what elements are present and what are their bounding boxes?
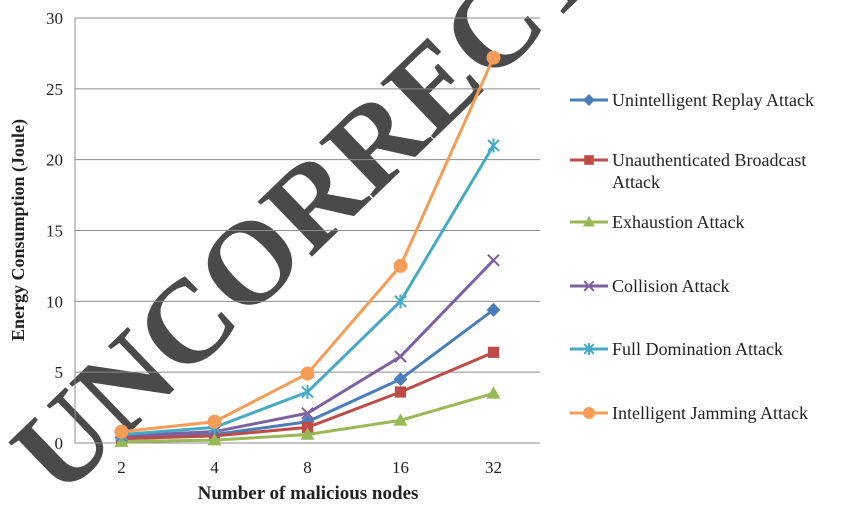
marker (487, 138, 500, 153)
legend-label: Exhaustion Attack (612, 212, 745, 232)
marker (301, 406, 314, 420)
marker-shape (394, 386, 407, 398)
y-tick-label: 10 (46, 292, 63, 311)
marker-shape (583, 216, 595, 227)
legend-marker (583, 94, 595, 106)
marker-shape (300, 366, 315, 381)
marker-shape (584, 155, 594, 165)
marker (393, 413, 408, 426)
marker (486, 302, 501, 317)
legend-marker (583, 343, 595, 355)
marker (486, 386, 501, 399)
marker (393, 372, 408, 387)
marker-shape (301, 421, 314, 434)
legend-label: Collision Attack (612, 276, 730, 296)
y-tick-label: 20 (46, 151, 63, 170)
legend-marker (583, 216, 595, 227)
x-tick-label: 2 (117, 458, 126, 477)
y-tick-label: 0 (55, 434, 64, 453)
x-axis-title: Number of malicious nodes (198, 483, 419, 504)
marker-shape (393, 413, 408, 426)
marker (393, 258, 408, 273)
marker (394, 350, 407, 363)
marker (487, 253, 500, 267)
legend-marker (584, 155, 594, 165)
legend-label: Unauthenticated Broadcast Attack (612, 150, 807, 192)
marker-shape (114, 424, 129, 439)
y-tick-label: 30 (46, 9, 63, 28)
marker-shape (207, 414, 222, 429)
marker (114, 424, 129, 439)
marker-shape (300, 427, 315, 440)
marker-shape (583, 94, 595, 106)
marker (486, 50, 501, 65)
marker-shape (487, 253, 500, 267)
x-tick-label: 4 (210, 458, 219, 477)
marker-shape (394, 294, 407, 309)
legend-marker (583, 407, 595, 419)
y-axis-title: Energy Consumption (Joule) (8, 119, 29, 341)
marker-shape (487, 138, 500, 153)
marker-shape (487, 346, 500, 358)
marker-shape (583, 407, 595, 419)
marker-shape (301, 385, 314, 399)
legend-label: Full Domination Attack (612, 339, 783, 359)
marker (300, 427, 315, 440)
legend-label: Unintelligent Replay Attack (612, 90, 814, 110)
y-tick-label: 25 (46, 80, 63, 99)
marker-shape (583, 280, 595, 292)
marker-shape (486, 302, 501, 317)
watermark: UNCORRECTED (0, 0, 743, 516)
marker-shape (393, 258, 408, 273)
marker-shape (486, 386, 501, 399)
y-tick-label: 5 (55, 363, 64, 382)
marker (207, 433, 222, 446)
marker-shape (393, 372, 408, 387)
y-tick-label: 15 (46, 222, 63, 241)
marker (207, 414, 222, 429)
marker-shape (301, 406, 314, 420)
marker-shape (207, 433, 222, 446)
x-tick-label: 16 (392, 458, 409, 477)
marker-shape (486, 50, 501, 65)
marker (301, 421, 314, 434)
marker (300, 366, 315, 381)
marker (394, 386, 407, 398)
x-tick-label: 8 (303, 458, 312, 477)
marker (487, 346, 500, 358)
marker (301, 385, 314, 399)
marker-shape (394, 350, 407, 363)
marker (394, 294, 407, 309)
marker-shape (583, 343, 595, 355)
legend-label: Intelligent Jamming Attack (612, 403, 808, 423)
legend-marker (583, 280, 595, 292)
x-tick-label: 32 (485, 458, 502, 477)
